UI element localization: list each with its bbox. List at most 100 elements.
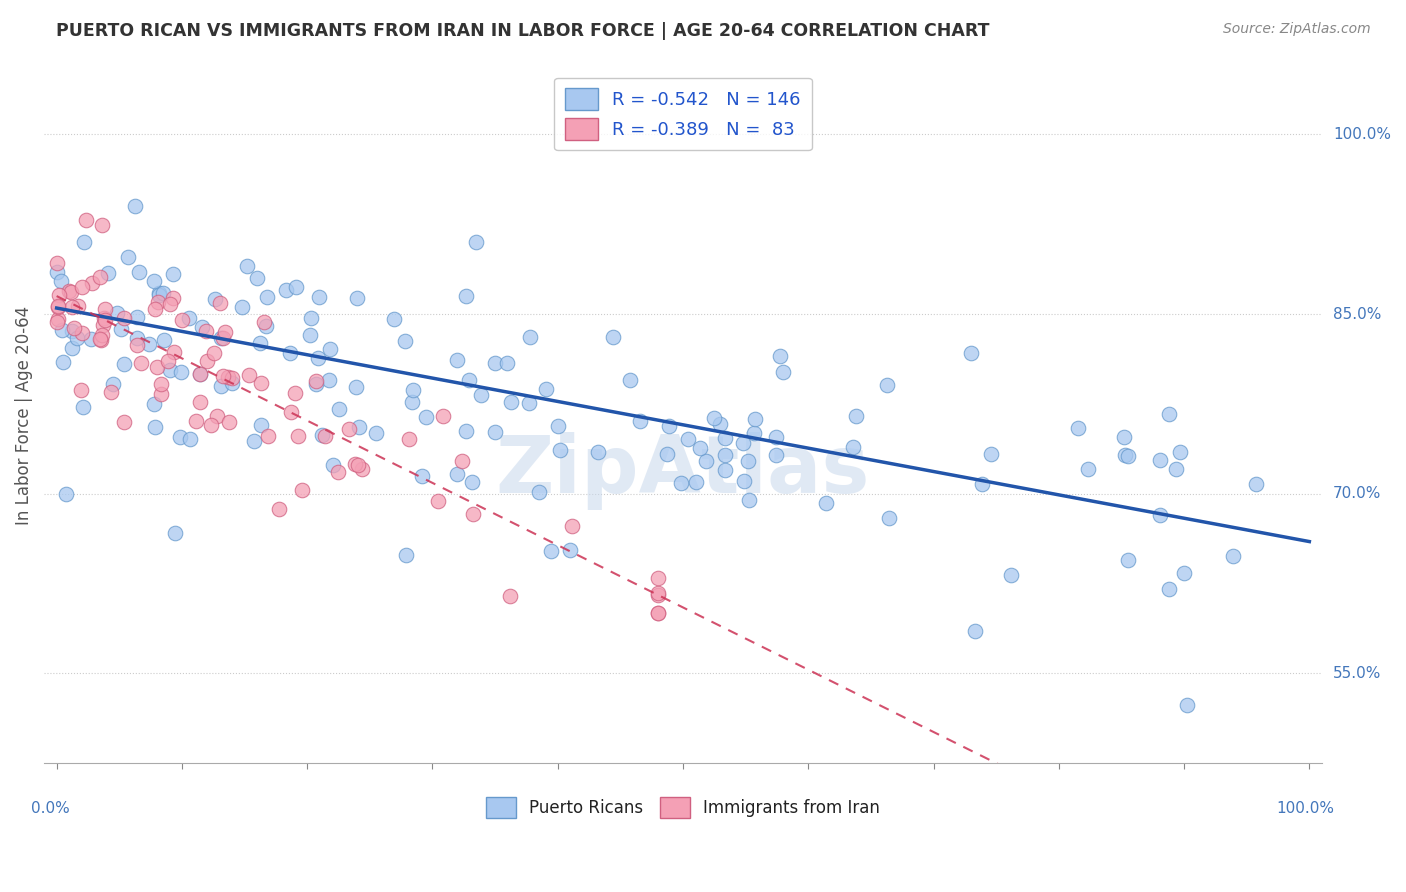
Point [1149,508,1171,522]
Point [159,362,181,376]
Point [70,279,93,293]
Point [307,351,329,365]
Point [72,401,94,415]
Point [496,356,519,370]
Point [188,368,211,382]
Point [394,334,416,348]
Point [45,255,67,269]
Point [184,414,207,428]
Point [110,322,132,336]
Point [150,377,173,392]
Point [446,352,468,367]
Point [561,519,583,533]
Point [112,311,135,326]
Point [517,396,540,410]
Point [143,274,166,288]
Point [112,358,135,372]
Point [55,487,77,501]
Point [66,299,89,313]
Point [60,300,83,314]
Point [877,511,900,525]
Point [1168,445,1191,459]
Point [960,346,983,360]
Point [128,265,150,279]
Point [1157,582,1180,596]
Point [231,300,253,314]
Point [204,292,226,306]
Point [49,274,72,288]
Point [458,373,481,387]
Point [148,295,170,310]
Point [89,332,111,346]
Point [143,301,166,316]
Point [548,442,571,457]
Point [1118,449,1140,463]
Point [91,328,114,343]
Point [124,198,146,212]
Point [209,296,232,310]
Point [202,345,225,359]
Point [209,331,232,345]
Point [163,344,186,359]
Point [153,333,176,347]
Point [254,319,277,334]
Point [269,502,291,516]
Point [148,285,170,300]
Point [346,291,368,305]
Point [1118,552,1140,566]
Point [713,463,735,477]
Point [454,424,477,438]
Point [845,409,868,423]
Point [364,425,387,440]
Point [142,397,165,411]
Text: 0.0%: 0.0% [31,801,70,816]
Point [501,395,523,409]
Point [218,415,240,429]
Point [209,379,232,393]
Point [733,474,755,488]
Point [402,384,425,398]
Point [250,417,273,432]
Point [540,544,562,558]
Point [152,285,174,300]
Point [602,329,624,343]
Point [97,266,120,280]
Point [169,430,191,444]
Point [221,376,243,390]
Point [179,310,201,325]
Point [765,430,787,444]
Point [628,414,651,428]
Point [305,374,328,388]
Point [695,454,717,468]
Point [94,302,117,317]
Point [308,290,330,304]
Point [558,542,581,557]
Point [256,290,278,304]
Point [318,342,340,356]
Point [318,373,340,387]
Point [454,289,477,303]
Text: 55.0%: 55.0% [1333,665,1381,681]
Point [214,325,236,339]
Point [415,410,437,425]
Point [647,607,669,621]
Point [619,373,641,387]
Point [1244,477,1267,491]
Point [301,310,323,325]
Point [94,312,117,326]
Point [72,326,94,340]
Point [451,454,474,468]
Point [499,589,522,603]
Point [73,235,96,250]
Point [117,250,139,264]
Point [647,571,669,585]
Point [60,285,83,299]
Point [52,355,75,369]
Point [188,368,211,382]
Point [249,336,271,351]
Point [347,458,370,472]
Point [965,624,987,638]
Point [127,331,149,345]
Point [80,276,103,290]
Point [352,461,374,475]
